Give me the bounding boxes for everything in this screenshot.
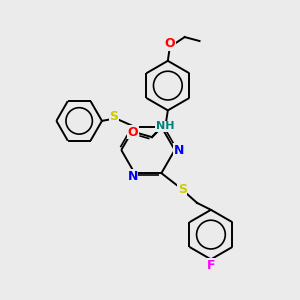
Text: NH: NH [156, 121, 174, 131]
Text: O: O [164, 38, 175, 50]
Text: N: N [173, 143, 184, 157]
Text: S: S [178, 182, 187, 196]
Text: N: N [128, 169, 138, 183]
Text: S: S [109, 110, 118, 123]
Text: O: O [128, 126, 139, 139]
Text: F: F [207, 259, 215, 272]
